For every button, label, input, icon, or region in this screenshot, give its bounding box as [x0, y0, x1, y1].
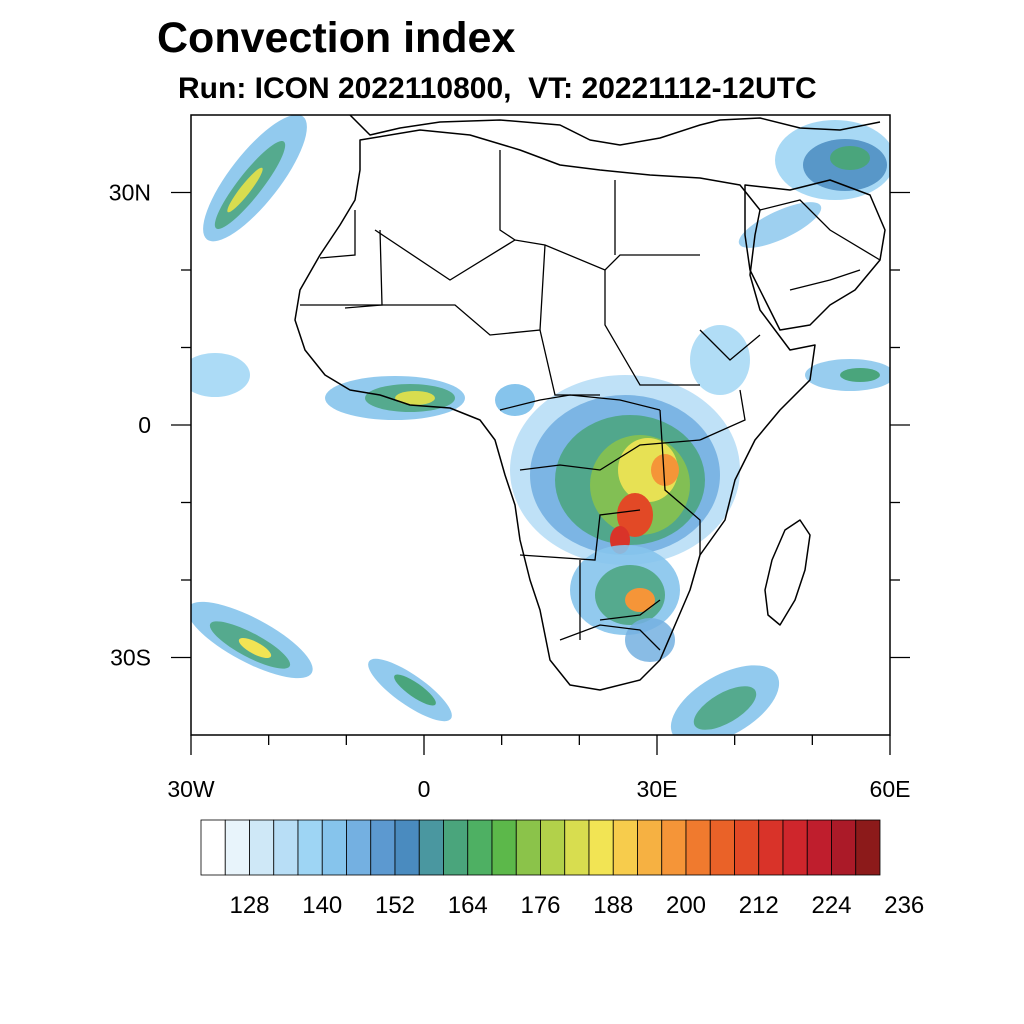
colorbar-swatch: [782, 819, 808, 876]
colorbar-label: 140: [302, 892, 342, 919]
colorbar-swatch: [394, 819, 420, 876]
colorbar-swatch: [346, 819, 372, 876]
arabia-coastline: [744, 179, 886, 331]
colorbar-swatch: [734, 819, 760, 876]
colorbar-swatch: [418, 819, 444, 876]
colorbar-swatch: [758, 819, 784, 876]
x-tick-label: 30W: [167, 776, 215, 802]
madagascar-coastline: [764, 519, 811, 626]
x-tick-label: 60E: [870, 776, 911, 802]
convection-field: [191, 115, 890, 735]
colorbar-label: 212: [739, 892, 779, 919]
colorbar-swatch: [273, 819, 299, 876]
colorbar-label: 200: [666, 892, 706, 919]
x-tick-label: 30E: [637, 776, 678, 802]
colorbar-label: 152: [375, 892, 415, 919]
colorbar-label: 224: [811, 892, 851, 919]
colorbar-swatch: [661, 819, 687, 876]
y-tick-label: 0: [138, 412, 151, 438]
colorbar-swatch: [297, 819, 323, 876]
colorbar-swatch: [515, 819, 541, 876]
colorbar-swatch: [855, 819, 881, 876]
colorbar-label: 176: [520, 892, 560, 919]
colorbar-label: 128: [229, 892, 269, 919]
colorbar-swatch: [685, 819, 711, 876]
colorbar-swatch: [321, 819, 347, 876]
africa-coastline: [294, 129, 816, 691]
coastlines: [294, 115, 886, 691]
colorbar: 128 140 152 164 176 188 200 212 224 236: [200, 819, 924, 919]
axis-ticks: 30W 0 30E 60E 30N 0 30S: [109, 180, 911, 803]
colorbar-label: 236: [884, 892, 924, 919]
colorbar-swatch: [831, 819, 857, 876]
colorbar-swatch: [709, 819, 735, 876]
colorbar-swatch: [224, 819, 250, 876]
y-tick-label: 30S: [110, 645, 151, 671]
colorbar-swatch: [588, 819, 614, 876]
colorbar-swatch: [637, 819, 663, 876]
colorbar-label: 188: [593, 892, 633, 919]
colorbar-swatch: [612, 819, 638, 876]
colorbar-label: 164: [448, 892, 488, 919]
europe-coastline: [349, 115, 881, 146]
colorbar-swatch: [491, 819, 517, 876]
colorbar-swatch: [467, 819, 493, 876]
colorbar-swatch: [249, 819, 275, 876]
colorbar-swatch: [564, 819, 590, 876]
colorbar-swatch: [443, 819, 469, 876]
colorbar-swatch: [806, 819, 832, 876]
colorbar-swatch: [540, 819, 566, 876]
x-tick-label: 0: [418, 776, 431, 802]
y-tick-label: 30N: [109, 180, 151, 206]
colorbar-swatch: [370, 819, 396, 876]
map-subtitle: Run: ICON 2022110800, VT: 20221112-12UTC: [178, 72, 817, 105]
colorbar-swatch: [200, 819, 226, 876]
country-borders: [300, 150, 881, 651]
map-title: Convection index: [157, 14, 516, 62]
